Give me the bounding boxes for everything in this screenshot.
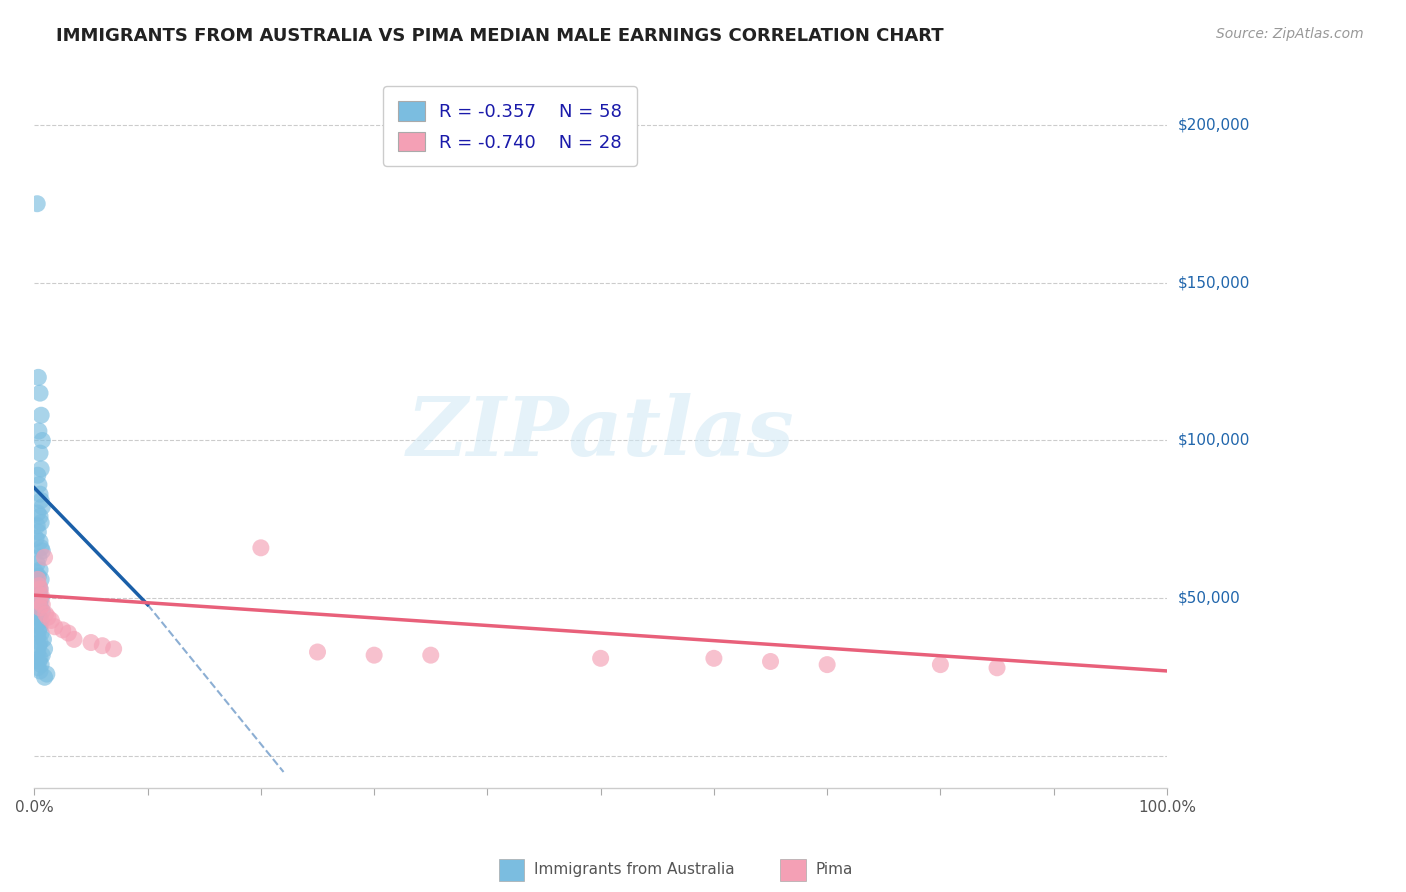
Point [25,575,48,590]
Point [44,620,66,634]
Point [25,607,48,621]
Point [52,623,75,637]
Point [27,370,49,384]
Point [30,626,52,640]
Point [30,462,52,476]
Point [28,477,51,491]
Point [28,651,51,665]
Point [28,623,51,637]
Point [25,566,48,580]
Point [31,500,53,514]
Point [28,446,51,460]
Text: Immigrants from Australia: Immigrants from Australia [534,863,735,877]
Point [27,594,49,608]
Point [31,598,53,612]
Point [25,588,48,602]
Point [58,626,80,640]
Point [30,493,52,508]
Point [363,648,385,662]
Point [91,639,114,653]
Point [759,655,782,669]
Point [41,614,63,628]
Point [30,588,52,602]
Point [80,635,103,649]
Point [30,657,52,672]
Point [30,516,52,530]
Point [27,629,49,643]
Point [28,639,51,653]
Point [27,573,49,587]
Point [929,657,952,672]
Legend: R = -0.357    N = 58, R = -0.740    N = 28: R = -0.357 N = 58, R = -0.740 N = 28 [384,87,637,166]
Point [250,541,273,555]
Point [28,582,51,596]
Point [28,600,51,615]
Point [30,541,52,555]
Point [27,645,49,659]
Point [28,655,51,669]
Point [25,557,48,571]
Point [27,524,49,539]
Point [27,506,49,520]
Point [28,550,51,565]
Text: ZIP​atlas: ZIP​atlas [406,392,794,473]
Point [419,648,441,662]
Point [28,610,51,624]
Point [28,598,51,612]
Point [31,604,53,618]
Point [28,579,51,593]
Text: $150,000: $150,000 [1178,275,1250,290]
Text: $50,000: $50,000 [1178,591,1240,606]
Text: IMMIGRANTS FROM AUSTRALIA VS PIMA MEDIAN MALE EARNINGS CORRELATION CHART: IMMIGRANTS FROM AUSTRALIA VS PIMA MEDIAN… [56,27,943,45]
Text: Pima: Pima [815,863,853,877]
Point [37,610,59,624]
Point [28,534,51,549]
Text: $200,000: $200,000 [1178,117,1250,132]
Point [63,632,86,647]
Point [28,664,51,678]
Point [34,670,56,684]
Point [34,550,56,565]
Point [34,641,56,656]
Point [31,648,53,662]
Point [25,518,48,533]
Point [31,544,53,558]
Point [30,409,52,423]
Point [27,569,49,583]
Point [28,386,51,401]
Point [27,468,49,483]
Point [27,661,49,675]
Point [31,434,53,448]
Point [35,667,58,681]
Point [28,620,51,634]
Point [27,616,49,631]
Text: Source: ZipAtlas.com: Source: ZipAtlas.com [1216,27,1364,41]
Point [28,487,51,501]
Point [28,563,51,577]
Point [30,591,52,606]
Point [25,532,48,546]
Point [28,509,51,524]
Point [28,635,51,649]
Point [703,651,725,665]
Point [25,196,48,211]
Point [986,661,1008,675]
Point [30,614,52,628]
Point [28,585,51,599]
Point [589,651,612,665]
Point [30,573,52,587]
Point [307,645,329,659]
Point [35,607,58,621]
Point [103,641,125,656]
Point [32,632,55,647]
Point [28,582,51,596]
Point [28,424,51,438]
Text: $100,000: $100,000 [1178,433,1250,448]
Point [28,600,51,615]
Point [28,594,51,608]
Point [815,657,838,672]
